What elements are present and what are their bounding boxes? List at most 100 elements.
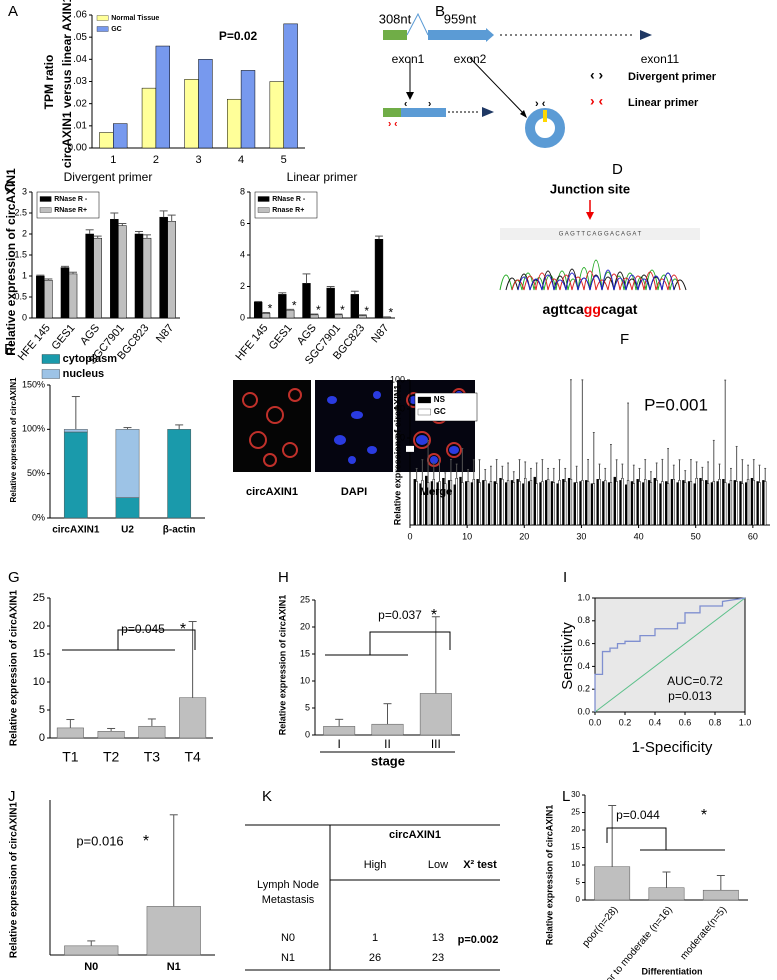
x-tick-label: HFE 145 — [234, 322, 271, 363]
y-tick-label: 8 — [240, 186, 245, 196]
label: P=0.001 — [644, 395, 708, 414]
bar — [529, 480, 533, 526]
bar — [512, 482, 515, 526]
panel-label: I — [563, 569, 567, 586]
bar — [283, 23, 298, 149]
x-tick-label: N1 — [167, 961, 181, 973]
label: Relative expression of circAXIN1 — [4, 168, 18, 356]
bar — [693, 483, 696, 526]
y-tick-label: .04 — [73, 54, 87, 65]
x-tick-label: circAXIN1 — [52, 525, 100, 536]
significance: * — [292, 298, 297, 312]
trace-strip — [500, 228, 700, 240]
y-tick-label: 1 — [22, 270, 27, 280]
label: Divergent primer — [64, 170, 153, 184]
bar — [712, 481, 715, 526]
bar — [478, 482, 481, 526]
bar — [85, 233, 94, 319]
bar — [472, 479, 475, 526]
panel-label: L — [562, 788, 570, 805]
bar — [756, 481, 759, 526]
legend-swatch — [39, 207, 52, 213]
legend-swatch — [96, 26, 109, 32]
bar — [533, 476, 536, 526]
bar — [648, 887, 685, 901]
x-tick-label: 30 — [576, 531, 586, 541]
y-tick-label: 50% — [27, 468, 45, 478]
trace — [511, 270, 681, 291]
primer: › — [428, 99, 431, 110]
bar — [642, 482, 645, 526]
bar — [746, 479, 750, 526]
significance: * — [389, 305, 394, 319]
bar — [302, 283, 311, 319]
diagram-b: ‹ › › ‹ › ‹ ‹ › › ‹ — [383, 12, 652, 148]
bar — [63, 431, 88, 519]
bar — [36, 275, 45, 319]
bar — [253, 302, 263, 319]
legend-label: GC — [434, 407, 446, 416]
y-tick-label: 0 — [22, 312, 27, 322]
panel-label: B — [435, 3, 445, 20]
sequence: agttcaggcagat — [543, 301, 638, 317]
y-tick-label: 2.5 — [14, 207, 27, 217]
y-tick-label: 0 — [576, 895, 581, 904]
label: Divergent primer — [628, 71, 717, 83]
bar — [374, 239, 384, 319]
bar — [762, 480, 765, 526]
y-tick-label: 100% — [22, 424, 45, 434]
legend-label: Normal Tissue — [111, 15, 159, 22]
bar — [556, 483, 559, 526]
bar — [701, 480, 704, 526]
label: Relative expression of circAXIN1 — [9, 589, 20, 746]
bar — [501, 479, 504, 526]
bar — [569, 479, 573, 526]
x-tick-label: N87 — [154, 322, 176, 345]
legend-box — [254, 191, 318, 219]
bar — [141, 87, 157, 149]
x-tick-label: 0.2 — [619, 717, 632, 727]
bar — [695, 477, 698, 526]
bar — [581, 480, 584, 526]
label: exon2 — [454, 52, 487, 66]
y-tick-label: 60 — [395, 432, 405, 442]
bar — [138, 725, 166, 739]
label: p=0.037 — [378, 608, 422, 622]
bar — [739, 481, 742, 526]
bar — [118, 225, 127, 319]
bar — [64, 945, 119, 956]
bar — [545, 480, 548, 526]
legend-swatch — [257, 196, 270, 202]
bar — [594, 866, 631, 901]
x-tick-label: T3 — [144, 749, 161, 765]
bar — [413, 479, 416, 526]
legend-label: cytoplasm — [63, 353, 118, 365]
bar — [758, 482, 761, 526]
label: exon11 — [641, 52, 680, 66]
bar — [159, 216, 168, 319]
label: Relative expression of circAXIN1 — [544, 805, 554, 946]
label: Sensitivity — [559, 622, 576, 690]
bar — [495, 483, 498, 526]
significance: * — [268, 301, 273, 315]
bar — [466, 481, 470, 526]
panel-label: C — [4, 179, 15, 196]
bar — [550, 481, 554, 526]
label: 26 — [369, 952, 381, 964]
y-tick-label: .05 — [73, 32, 87, 43]
exon-box — [383, 108, 401, 117]
bar — [722, 479, 725, 526]
x-tick-label: III — [431, 737, 441, 751]
label: Low — [428, 859, 448, 871]
bar — [489, 481, 493, 526]
x-tick-label: I — [337, 737, 340, 751]
panel-label: D — [612, 161, 623, 178]
bar — [155, 45, 170, 149]
bar — [539, 482, 542, 526]
exon11-box — [640, 30, 652, 40]
bar — [44, 279, 53, 319]
x-tick-label: 0.0 — [589, 717, 602, 727]
y-tick-label: 0% — [32, 512, 45, 522]
x-tick-label: 4 — [238, 154, 244, 166]
